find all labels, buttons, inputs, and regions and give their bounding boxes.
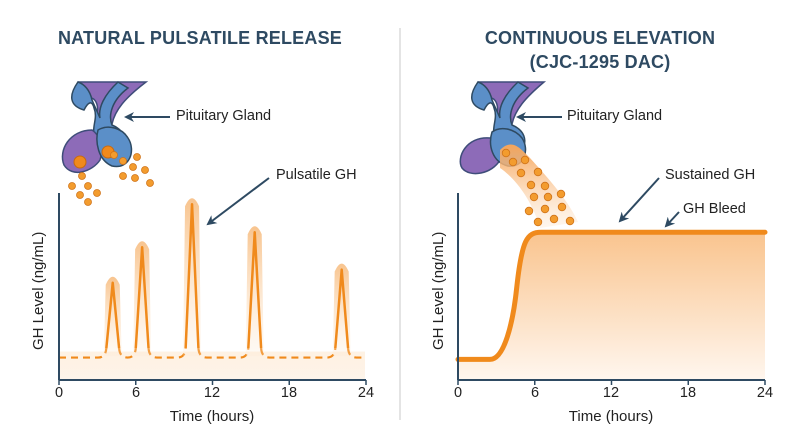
x-tick-label: 12	[602, 385, 620, 401]
right-panel-subtitle: (CJC-1295 DAC)	[529, 52, 671, 72]
sustained-gh-line	[455, 229, 768, 362]
y-axis-label: GH Level (ng/mL)	[30, 231, 47, 350]
baseline-dashed-line	[59, 348, 366, 359]
sustained-area-fill	[458, 232, 765, 379]
x-axis-label: Time (hours)	[568, 408, 654, 425]
pituitary-gland-label: Pituitary Gland	[176, 108, 272, 124]
left-panel-title: NATURAL PULSATILE RELEASE	[57, 28, 342, 48]
x-tick-label: 18	[679, 385, 697, 401]
pituitary-gland-icon	[61, 81, 149, 174]
gh-pulse-peak-2	[134, 245, 150, 349]
gh-pulse-peak-5	[334, 268, 350, 349]
x-axis-label: Time (hours)	[169, 408, 255, 425]
sustained-chart	[455, 193, 768, 385]
bleed-arrow	[664, 211, 680, 228]
x-tick-label: 6	[131, 385, 141, 401]
gh-pulse-peak-3	[184, 202, 200, 349]
x-tick-label: 24	[756, 385, 774, 401]
pulsatile-chart	[58, 193, 367, 385]
panel-divider	[399, 28, 401, 420]
right-panel-title: CONTINUOUS ELEVATION	[484, 28, 716, 48]
sustained-arrow	[618, 177, 660, 223]
gh-bleed-label: GH Bleed	[683, 201, 746, 217]
x-tick-label: 0	[453, 385, 463, 401]
gh-stream-icon	[500, 144, 578, 228]
y-axis-label: GH Level (ng/mL)	[430, 231, 447, 350]
sustained-gh-label: Sustained GH	[665, 167, 756, 183]
x-tick-label: 12	[203, 385, 221, 401]
gh-pulse-peak-4	[247, 231, 263, 349]
gh-pulse-peak-1	[105, 281, 121, 349]
x-tick-label: 24	[357, 385, 375, 401]
pituitary-gland-icon	[459, 81, 547, 175]
x-tick-label: 0	[54, 385, 64, 401]
pulsatile-arrow	[206, 177, 270, 226]
x-tick-label: 6	[530, 385, 540, 401]
pituitary-gland-label: Pituitary Gland	[567, 108, 663, 124]
gh-particles-icon	[501, 148, 575, 227]
x-tick-label: 18	[280, 385, 298, 401]
gh-particles-icon	[68, 151, 154, 206]
pulsatile-gh-label: Pulsatile GH	[276, 167, 357, 183]
